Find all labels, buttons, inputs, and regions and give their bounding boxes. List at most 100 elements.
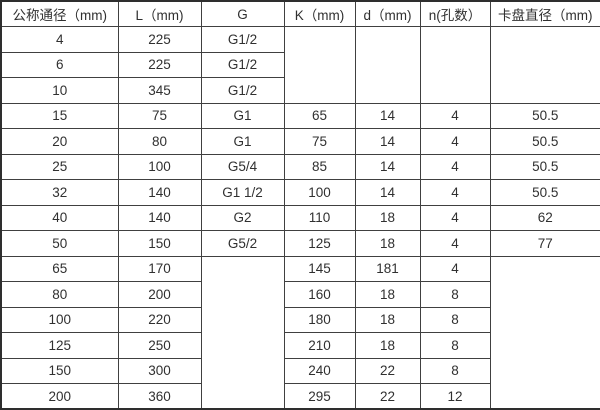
cell-d: 22 [354, 383, 421, 410]
cell-l: 300 [117, 357, 202, 384]
cell-g: G1/2 [200, 51, 285, 78]
table-row: 15 75 G1 65 14 4 50.5 [0, 102, 600, 129]
cell-l: 220 [117, 306, 202, 333]
cell-l: 140 [117, 204, 202, 231]
cell-k: 160 [283, 281, 356, 308]
cell-d: 14 [354, 179, 421, 206]
cell-g: G5/4 [200, 153, 285, 180]
cell-g: G1 [200, 128, 285, 155]
cell-l: 360 [117, 383, 202, 410]
header-nominal-diameter: 公称通径（mm) [0, 0, 119, 27]
cell-n: 8 [419, 357, 491, 384]
cell-l: 225 [117, 51, 202, 78]
header-chuck-diameter: 卡盘直径（mm) [489, 0, 600, 27]
table-row: 65 170 145 181 4 [0, 255, 600, 410]
cell-dn: 125 [0, 332, 119, 359]
cell-g: G2 [200, 204, 285, 231]
cell-dn: 100 [0, 306, 119, 333]
cell-chuck: 50.5 [489, 128, 600, 155]
header-length: L（mm) [117, 0, 202, 27]
cell-dn: 4 [0, 26, 119, 53]
cell-k: 75 [283, 128, 356, 155]
table-row: 125 250 210 18 8 [0, 332, 600, 359]
cell-d: 14 [354, 128, 421, 155]
cell-l: 75 [117, 102, 202, 129]
cell-dn: 32 [0, 179, 119, 206]
cell-l: 200 [117, 281, 202, 308]
table-row: 20 80 G1 75 14 4 50.5 [0, 128, 600, 155]
cell-dn: 10 [0, 77, 119, 104]
header-k: K（mm) [283, 0, 356, 27]
cell-d: 18 [354, 306, 421, 333]
cell-d: 181 [354, 255, 421, 282]
cell-dn: 150 [0, 357, 119, 384]
cell-dn: 25 [0, 153, 119, 180]
header-row: 公称通径（mm) L（mm) G K（mm) d（mm) n(孔数） 卡盘直径（… [0, 0, 600, 27]
cell-k: 240 [283, 357, 356, 384]
cell-g: G5/2 [200, 230, 285, 257]
cell-k: 110 [283, 204, 356, 231]
cell-n: 12 [419, 383, 491, 410]
table-row: 32 140 G1 1/2 100 14 4 50.5 [0, 179, 600, 206]
cell-chuck: 50.5 [489, 102, 600, 129]
cell-l: 140 [117, 179, 202, 206]
cell-n: 8 [419, 332, 491, 359]
header-thread: G [200, 0, 285, 27]
cell-l: 80 [117, 128, 202, 155]
cell-d: 22 [354, 357, 421, 384]
cell-n: 8 [419, 281, 491, 308]
cell-d: 14 [354, 153, 421, 180]
cell-l: 100 [117, 153, 202, 180]
cell-d: 18 [354, 281, 421, 308]
cell-n: 4 [419, 102, 491, 129]
cell-dn: 20 [0, 128, 119, 155]
table-row: 80 200 160 18 8 [0, 281, 600, 308]
cell-k: 85 [283, 153, 356, 180]
cell-dn: 40 [0, 204, 119, 231]
cell-n: 8 [419, 306, 491, 333]
cell-g-merged-empty [200, 255, 285, 410]
cell-n: 4 [419, 179, 491, 206]
cell-k-merged-empty [283, 26, 356, 104]
table-row: 50 150 G5/2 125 18 4 77 [0, 230, 600, 257]
cell-l: 225 [117, 26, 202, 53]
cell-d: 18 [354, 230, 421, 257]
cell-g: G1 1/2 [200, 179, 285, 206]
table-row: 40 140 G2 110 18 4 62 [0, 204, 600, 231]
cell-l: 150 [117, 230, 202, 257]
table-row: 200 360 295 22 12 [0, 383, 600, 410]
cell-d: 18 [354, 204, 421, 231]
table-row: 25 100 G5/4 85 14 4 50.5 [0, 153, 600, 180]
cell-d: 18 [354, 332, 421, 359]
cell-chuck-merged-empty [489, 255, 600, 410]
cell-chuck-merged-empty [489, 26, 600, 104]
cell-k: 100 [283, 179, 356, 206]
cell-dn: 65 [0, 255, 119, 282]
cell-dn: 6 [0, 51, 119, 78]
cell-n: 4 [419, 230, 491, 257]
cell-n: 4 [419, 153, 491, 180]
cell-l: 250 [117, 332, 202, 359]
cell-chuck: 50.5 [489, 179, 600, 206]
cell-chuck: 77 [489, 230, 600, 257]
table-row: 4 225 G1/2 [0, 26, 600, 104]
cell-l: 345 [117, 77, 202, 104]
cell-g: G1 [200, 102, 285, 129]
cell-dn: 80 [0, 281, 119, 308]
cell-k: 65 [283, 102, 356, 129]
cell-d-merged-empty [354, 26, 421, 104]
cell-dn: 200 [0, 383, 119, 410]
cell-dn: 15 [0, 102, 119, 129]
cell-n: 4 [419, 128, 491, 155]
cell-n-merged-empty [419, 26, 491, 104]
table-row: 6 225 G1/2 [0, 51, 600, 78]
table-row: 150 300 240 22 8 [0, 357, 600, 384]
cell-dn: 50 [0, 230, 119, 257]
cell-k: 210 [283, 332, 356, 359]
header-d: d（mm) [354, 0, 421, 27]
cell-chuck: 62 [489, 204, 600, 231]
cell-chuck: 50.5 [489, 153, 600, 180]
cell-n: 4 [419, 204, 491, 231]
cell-l: 170 [117, 255, 202, 282]
cell-k: 295 [283, 383, 356, 410]
